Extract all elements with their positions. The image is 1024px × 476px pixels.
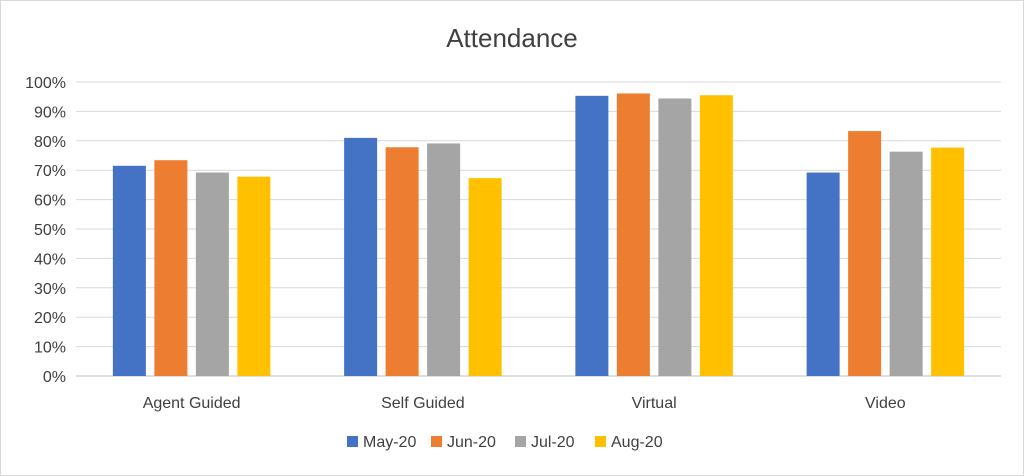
bar-jun-20-virtual: [616, 93, 650, 376]
chart-title: Attendance: [446, 23, 578, 53]
y-tick-label: 20%: [34, 310, 66, 327]
legend-label: Aug-20: [611, 434, 663, 451]
bar-may-20-agent-guided: [112, 165, 146, 376]
bar-aug-20-virtual: [699, 95, 733, 376]
bar-jun-20-self-guided: [385, 147, 419, 376]
y-tick-label: 50%: [34, 222, 66, 239]
y-tick-label: 80%: [34, 134, 66, 151]
x-axis-category-labels: Agent Guided Self Guided Virtual Video: [143, 395, 906, 412]
bar-may-20-self-guided: [344, 137, 378, 376]
bar-jun-20-video: [848, 131, 882, 376]
bar-jul-20-virtual: [658, 98, 692, 377]
y-tick-label: 0%: [43, 369, 66, 386]
x-category-label: Self Guided: [381, 395, 465, 412]
y-tick-label: 70%: [34, 163, 66, 180]
x-category-label: Virtual: [632, 395, 677, 412]
y-tick-label: 90%: [34, 104, 66, 121]
legend-label: Jul-20: [531, 434, 575, 451]
legend-swatch: [431, 436, 442, 447]
bar-may-20-video: [806, 172, 840, 376]
bar-may-20-virtual: [575, 95, 609, 377]
x-category-label: Agent Guided: [143, 395, 241, 412]
bar-jul-20-agent-guided: [195, 172, 229, 376]
gridlines: [76, 81, 1001, 377]
bars: [112, 93, 965, 377]
bar-jul-20-self-guided: [427, 143, 461, 376]
legend-label: Jun-20: [447, 434, 496, 451]
legend-swatch: [347, 436, 358, 447]
y-tick-label: 10%: [34, 340, 66, 357]
y-tick-label: 40%: [34, 251, 66, 268]
y-tick-label: 60%: [34, 193, 66, 210]
x-category-label: Video: [865, 395, 906, 412]
y-tick-label: 30%: [34, 281, 66, 298]
legend: May-20 Jun-20 Jul-20 Aug-20: [347, 434, 663, 451]
bar-aug-20-self-guided: [468, 178, 502, 376]
legend-swatch: [515, 436, 526, 447]
bar-jul-20-video: [889, 151, 923, 376]
legend-swatch: [595, 436, 606, 447]
y-axis-tick-labels: 0% 10% 20% 30% 40% 50% 60% 70% 80% 90% 100%: [25, 75, 66, 386]
y-tick-label: 100%: [25, 75, 66, 92]
bar-aug-20-video: [931, 147, 965, 376]
bar-jun-20-agent-guided: [154, 160, 188, 376]
legend-label: May-20: [363, 434, 416, 451]
bar-aug-20-agent-guided: [237, 176, 271, 376]
